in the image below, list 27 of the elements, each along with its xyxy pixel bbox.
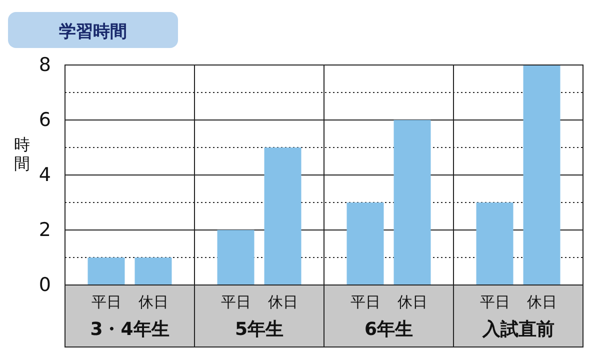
chart-title: 学習時間 [59, 22, 127, 42]
x-tick-label: 3・4年生 [90, 319, 170, 340]
series-label: 休日 [138, 293, 168, 311]
text: 平日 [350, 293, 380, 311]
text: 休日 [526, 293, 557, 311]
x-tick-label: 6年生 [364, 319, 414, 340]
bar [88, 258, 125, 285]
y-tick-label: 0 [38, 274, 51, 296]
bar [134, 258, 172, 285]
bar [476, 202, 514, 285]
y-tick-label: 8 [38, 54, 51, 76]
y-tick-label: 2 [38, 219, 51, 242]
x-tick-label: 5年生 [234, 319, 284, 340]
text: 平日 [220, 293, 251, 311]
text: 平日 [480, 293, 510, 311]
text: 休日 [268, 293, 298, 311]
text: 休日 [397, 293, 428, 311]
y-axis-title: 時間 [14, 135, 30, 173]
y-tick-label: 4 [38, 164, 51, 186]
bar [346, 202, 384, 285]
y-tick-label: 6 [38, 109, 51, 132]
bar [217, 230, 254, 285]
bar [264, 148, 302, 285]
x-tick-label: 入試直前 [481, 319, 554, 340]
series-label: 平日 [91, 293, 122, 311]
bar [394, 120, 431, 285]
bar [523, 65, 560, 285]
